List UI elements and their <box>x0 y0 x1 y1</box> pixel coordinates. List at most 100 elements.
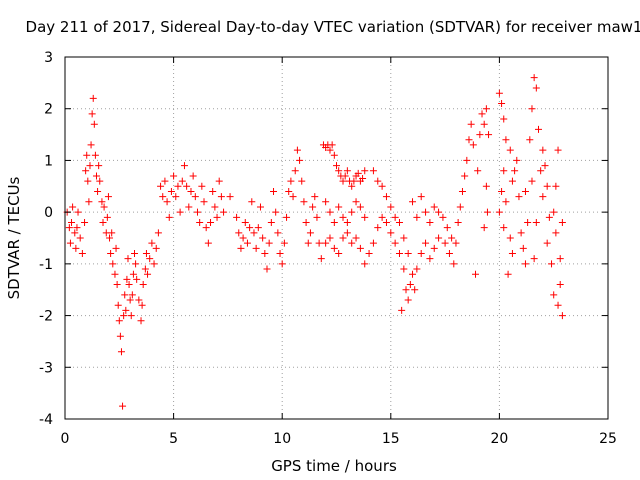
data-point <box>378 213 386 221</box>
data-point <box>513 156 521 164</box>
data-point <box>109 260 117 268</box>
data-point <box>189 172 197 180</box>
data-point <box>422 239 430 247</box>
grid <box>65 57 608 419</box>
data-point <box>359 175 367 183</box>
data-point <box>450 260 458 268</box>
data-point <box>65 224 73 232</box>
data-point <box>339 234 347 242</box>
x-tick-label: 15 <box>382 431 400 447</box>
data-point <box>504 270 512 278</box>
data-point <box>115 317 123 325</box>
data-point <box>422 208 430 216</box>
data-point <box>278 260 286 268</box>
y-tick-label: 3 <box>44 50 53 66</box>
data-point <box>148 239 156 247</box>
data-point <box>313 213 321 221</box>
data-point <box>521 260 529 268</box>
data-point <box>180 162 188 170</box>
data-point <box>104 193 112 201</box>
data-point <box>287 177 295 185</box>
data-point <box>68 218 76 226</box>
data-point <box>300 198 308 206</box>
data-point <box>112 244 120 252</box>
data-point <box>541 162 549 170</box>
data-point <box>409 198 417 206</box>
data-point <box>482 105 490 113</box>
data-point <box>445 250 453 258</box>
data-point <box>98 198 106 206</box>
data-point <box>96 177 104 185</box>
data-point <box>395 218 403 226</box>
data-point <box>116 332 124 340</box>
data-point <box>107 250 115 258</box>
data-point <box>417 250 425 258</box>
data-point <box>454 218 462 226</box>
data-point <box>138 301 146 309</box>
data-point <box>498 187 506 195</box>
data-point <box>400 265 408 273</box>
data-point <box>495 89 503 97</box>
data-point <box>443 224 451 232</box>
data-point <box>276 250 284 258</box>
data-point <box>270 187 278 195</box>
data-point <box>474 167 482 175</box>
data-point <box>528 105 536 113</box>
data-point <box>519 244 527 252</box>
data-point <box>193 208 201 216</box>
x-tick-label: 0 <box>61 431 70 447</box>
data-point <box>322 239 330 247</box>
x-tick-label: 10 <box>273 431 291 447</box>
plot-frame <box>64 56 609 420</box>
data-point <box>84 177 92 185</box>
data-point <box>402 286 410 294</box>
data-point <box>550 208 558 216</box>
data-point <box>545 213 553 221</box>
data-point <box>108 229 116 237</box>
data-point <box>131 250 139 258</box>
data-point <box>335 250 343 258</box>
data-point <box>137 317 145 325</box>
data-point <box>196 218 204 226</box>
data-point <box>127 312 135 320</box>
data-point <box>406 281 414 289</box>
data-point <box>441 239 449 247</box>
data-point <box>534 125 542 133</box>
data-point <box>226 193 234 201</box>
data-point <box>430 203 438 211</box>
data-point <box>495 208 503 216</box>
data-point <box>548 260 556 268</box>
data-point <box>326 234 334 242</box>
data-point <box>139 281 147 289</box>
data-point <box>352 234 360 242</box>
data-point <box>95 162 103 170</box>
data-point <box>66 239 74 247</box>
data-point <box>120 312 128 320</box>
data-point <box>476 131 484 139</box>
data-point <box>556 255 564 263</box>
data-point <box>467 120 475 128</box>
chart-title: Day 211 of 2017, Sidereal Day-to-day VTE… <box>26 18 640 36</box>
data-point <box>237 244 245 252</box>
data-point <box>265 239 273 247</box>
data-point <box>267 218 275 226</box>
data-point <box>539 146 547 154</box>
data-point <box>413 213 421 221</box>
data-point <box>213 213 221 221</box>
data-point <box>207 218 215 226</box>
data-point <box>532 218 540 226</box>
data-point <box>191 193 199 201</box>
data-point <box>259 234 267 242</box>
data-point <box>176 208 184 216</box>
data-point <box>274 229 282 237</box>
data-point <box>343 167 351 175</box>
data-point <box>315 239 323 247</box>
data-point <box>233 213 241 221</box>
data-point <box>387 203 395 211</box>
data-point <box>135 296 143 304</box>
data-point <box>361 167 369 175</box>
data-point <box>404 250 412 258</box>
data-point <box>128 291 136 299</box>
data-point <box>502 198 510 206</box>
data-point <box>485 131 493 139</box>
